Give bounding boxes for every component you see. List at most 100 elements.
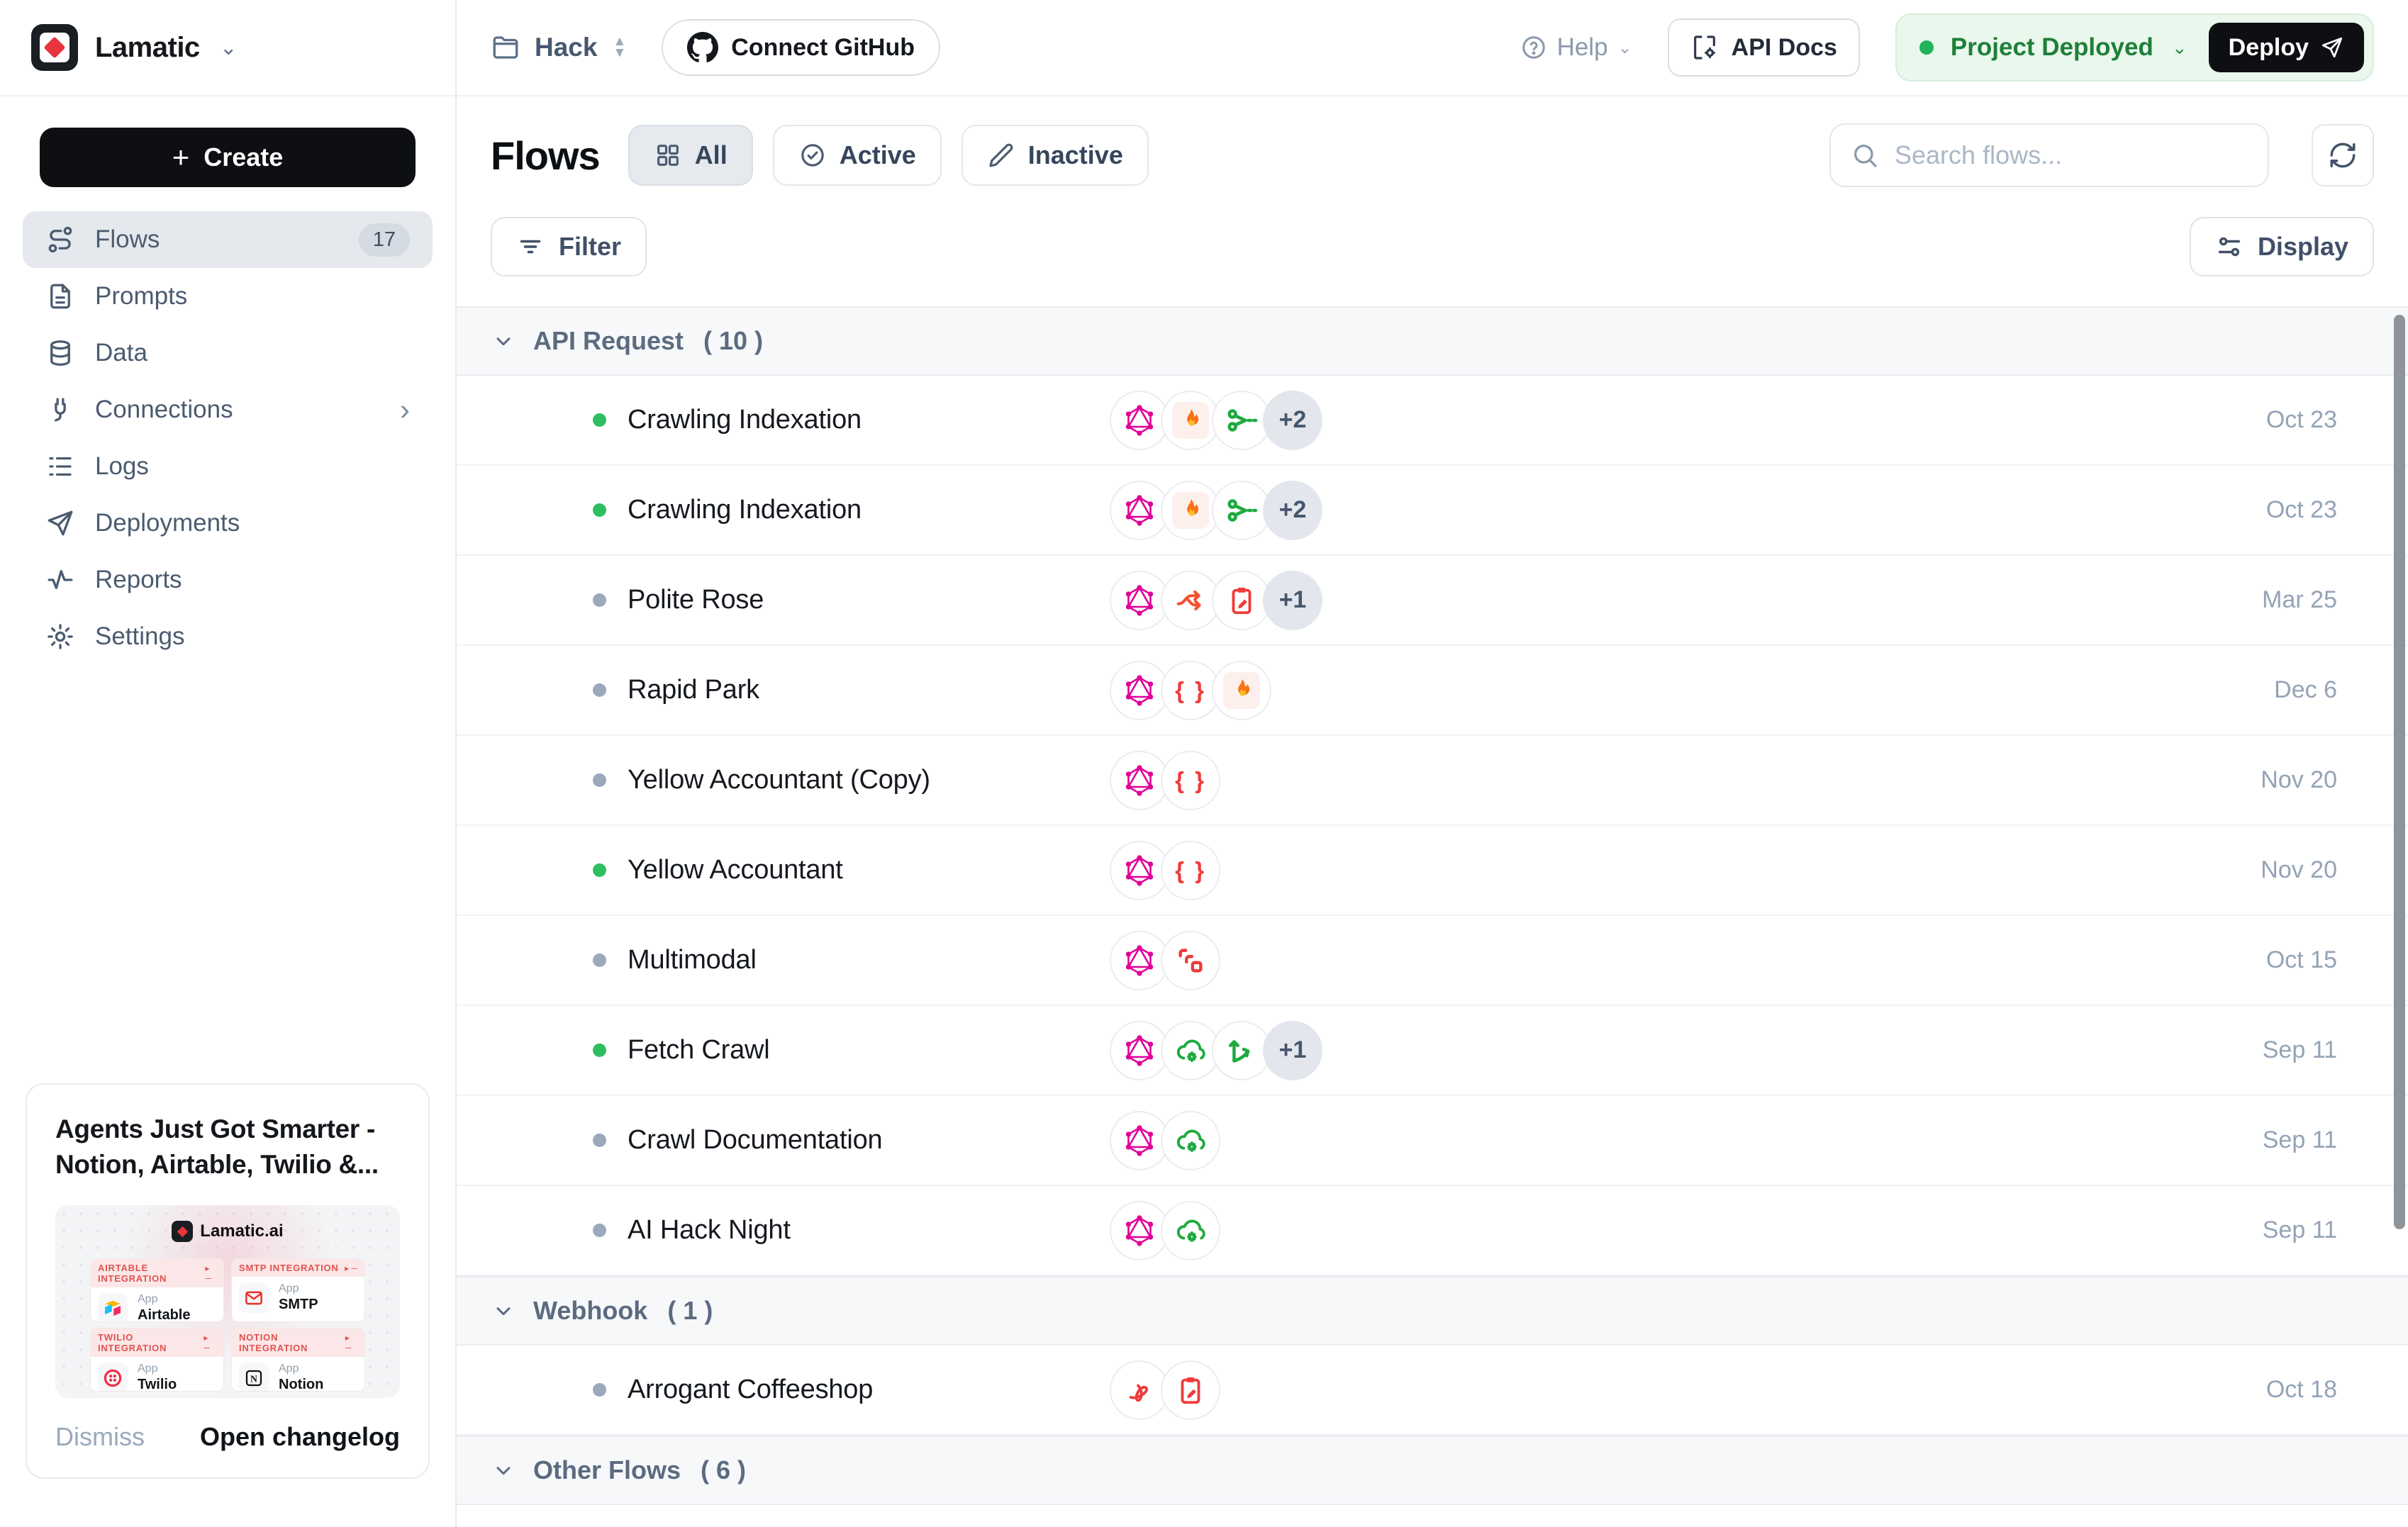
graphql-icon <box>1110 660 1169 720</box>
promo-app-tag: AIRTABLE INTEGRATION <box>98 1263 167 1284</box>
api-docs-button[interactable]: API Docs <box>1667 18 1860 77</box>
document-icon <box>45 281 75 311</box>
search-input[interactable] <box>1893 140 2248 171</box>
tab-all[interactable]: All <box>628 125 753 186</box>
flow-row-crawling-indexation[interactable]: Crawling Indexation +2 Oct 23 <box>457 376 2408 466</box>
vertical-scrollbar[interactable] <box>2394 315 2405 1229</box>
status-dot <box>593 1383 606 1397</box>
more-count-badge: +1 <box>1263 1020 1322 1080</box>
promo-app-card-twilio: TWILIO INTEGRATION ▸ ─ App Twilio <box>91 1329 223 1391</box>
flow-row-polite-rose[interactable]: Polite Rose +1 Mar 25 <box>457 556 2408 646</box>
help-label: Help <box>1556 33 1608 61</box>
flow-row-arrogant-coffeeshop[interactable]: Arrogant Coffeeshop Oct 18 <box>457 1346 2408 1436</box>
pdf-icon <box>1110 1360 1169 1420</box>
display-button[interactable]: Display <box>2189 217 2374 276</box>
promo-card-controls: ▸ ─ <box>204 1333 210 1353</box>
send-icon <box>2321 37 2343 58</box>
open-changelog-button[interactable]: Open changelog <box>199 1422 400 1451</box>
promo-logo: Lamatic.ai <box>55 1221 400 1242</box>
fire-icon <box>1161 390 1220 450</box>
sidebar-item-data[interactable]: Data <box>23 325 433 381</box>
flow-integration-icons <box>1110 1200 1220 1260</box>
graphql-icon <box>1110 480 1169 540</box>
graphql-icon <box>1110 570 1169 630</box>
section-title: Other Flows <box>533 1455 681 1484</box>
section-header-webhook[interactable]: Webhook ( 1 ) <box>457 1276 2408 1346</box>
search-box[interactable] <box>1829 123 2269 187</box>
deploy-status-label[interactable]: Project Deployed <box>1950 33 2153 61</box>
folder-icon <box>491 33 520 62</box>
sidebar-item-logs[interactable]: Logs <box>23 438 433 495</box>
promo-app-kind: App <box>138 1293 158 1305</box>
flow-integration-icons: +2 <box>1110 390 1322 450</box>
flow-row-yellow-accountant[interactable]: Yellow Accountant { } Nov 20 <box>457 826 2408 916</box>
project-switcher[interactable]: Hack ▲ ▼ <box>491 33 626 62</box>
flow-name: Crawl Documentation <box>628 1125 883 1155</box>
sidebar-item-connections[interactable]: Connections › <box>23 381 433 438</box>
activity-icon <box>45 565 75 595</box>
tab-inactive[interactable]: Inactive <box>961 125 1149 186</box>
promo-app-tag: NOTION INTEGRATION <box>239 1332 308 1353</box>
flow-integration-icons <box>1110 1110 1220 1170</box>
flow-date: Dec 6 <box>2274 676 2337 703</box>
main-panel: Hack ▲ ▼ Connect GitHub Help ⌄ API Docs P… <box>457 0 2408 1527</box>
section-header-other-flows[interactable]: Other Flows ( 6 ) <box>457 1436 2408 1505</box>
flow-date: Mar 25 <box>2262 586 2337 613</box>
deploy-button-label: Deploy <box>2228 33 2309 61</box>
flow-row-rapid-park[interactable]: Rapid Park { } Dec 6 <box>457 646 2408 736</box>
flow-row-fetch-crawl[interactable]: Fetch Crawl +1 Sep 11 <box>457 1006 2408 1096</box>
connect-github-button[interactable]: Connect GitHub <box>662 19 941 76</box>
split-icon <box>1161 570 1220 630</box>
flow-integration-icons <box>1110 930 1220 990</box>
api-docs-label: API Docs <box>1731 33 1837 61</box>
status-dot <box>1919 40 1934 55</box>
promo-image: Lamatic.ai AIRTABLE INTEGRATION ▸ ─ App A… <box>55 1205 400 1398</box>
flow-row-crawl-documentation[interactable]: Crawl Documentation Sep 11 <box>457 1096 2408 1186</box>
flow-name: Polite Rose <box>628 585 764 615</box>
tab-active[interactable]: Active <box>772 125 942 186</box>
promo-app-kind: App <box>138 1363 158 1375</box>
refresh-button[interactable] <box>2312 124 2374 186</box>
flow-date: Sep 11 <box>2262 1126 2337 1153</box>
flow-integration-icons: { } <box>1110 660 1271 720</box>
help-menu[interactable]: Help ⌄ <box>1520 33 1632 62</box>
sidebar-item-label: Flows <box>95 225 160 253</box>
flow-integration-icons: { } <box>1110 750 1220 810</box>
filter-button[interactable]: Filter <box>491 217 647 276</box>
dismiss-button[interactable]: Dismiss <box>55 1422 145 1451</box>
flow-row-multimodal[interactable]: Multimodal Oct 15 <box>457 916 2408 1006</box>
graphql-icon <box>1110 1200 1169 1260</box>
database-icon <box>45 338 75 368</box>
flow-name: Arrogant Coffeeshop <box>628 1375 874 1404</box>
graphql-icon <box>1110 1020 1169 1080</box>
gear-icon <box>45 622 75 651</box>
flow-row-crawling-indexation[interactable]: Crawling Indexation +2 Oct 23 <box>457 466 2408 556</box>
promo-title: Agents Just Got Smarter - Notion, Airtab… <box>55 1114 379 1180</box>
changelog-promo-card: Agents Just Got Smarter - Notion, Airtab… <box>26 1083 430 1479</box>
promo-app-kind: App <box>279 1282 299 1294</box>
create-button[interactable]: + Create <box>40 128 416 187</box>
deploy-button[interactable]: Deploy <box>2208 23 2364 72</box>
flow-name: Yellow Accountant <box>628 855 843 885</box>
clipboard-icon <box>1161 1360 1220 1420</box>
flow-date: Nov 20 <box>2261 766 2337 793</box>
flow-row-ai-hack-night[interactable]: AI Hack Night Sep 11 <box>457 1186 2408 1276</box>
flows-header: Flows All Active Inactive <box>457 96 2408 200</box>
promo-app-name: Airtable <box>138 1307 191 1321</box>
sidebar-item-deployments[interactable]: Deployments <box>23 495 433 552</box>
deploy-status-group: Project Deployed ⌄ Deploy <box>1895 13 2374 82</box>
brand-name: Lamatic <box>95 31 200 63</box>
flow-integration-icons: +2 <box>1110 480 1322 540</box>
flow-date: Oct 23 <box>2265 496 2337 523</box>
flow-row-yellow-accountant-copy[interactable]: Yellow Accountant (Copy) { } Nov 20 <box>457 736 2408 826</box>
section-header-api-request[interactable]: API Request ( 10 ) <box>457 306 2408 376</box>
sidebar-item-reports[interactable]: Reports <box>23 552 433 608</box>
sidebar-item-settings[interactable]: Settings <box>23 608 433 665</box>
graphql-icon <box>1110 930 1169 990</box>
sidebar-item-flows[interactable]: Flows 17 <box>23 211 433 268</box>
sidebar-item-prompts[interactable]: Prompts <box>23 268 433 325</box>
status-dot <box>593 413 606 427</box>
braces-icon: { } <box>1161 750 1220 810</box>
status-dot <box>593 1134 606 1147</box>
brand-row[interactable]: Lamatic ⌄ <box>0 0 455 96</box>
